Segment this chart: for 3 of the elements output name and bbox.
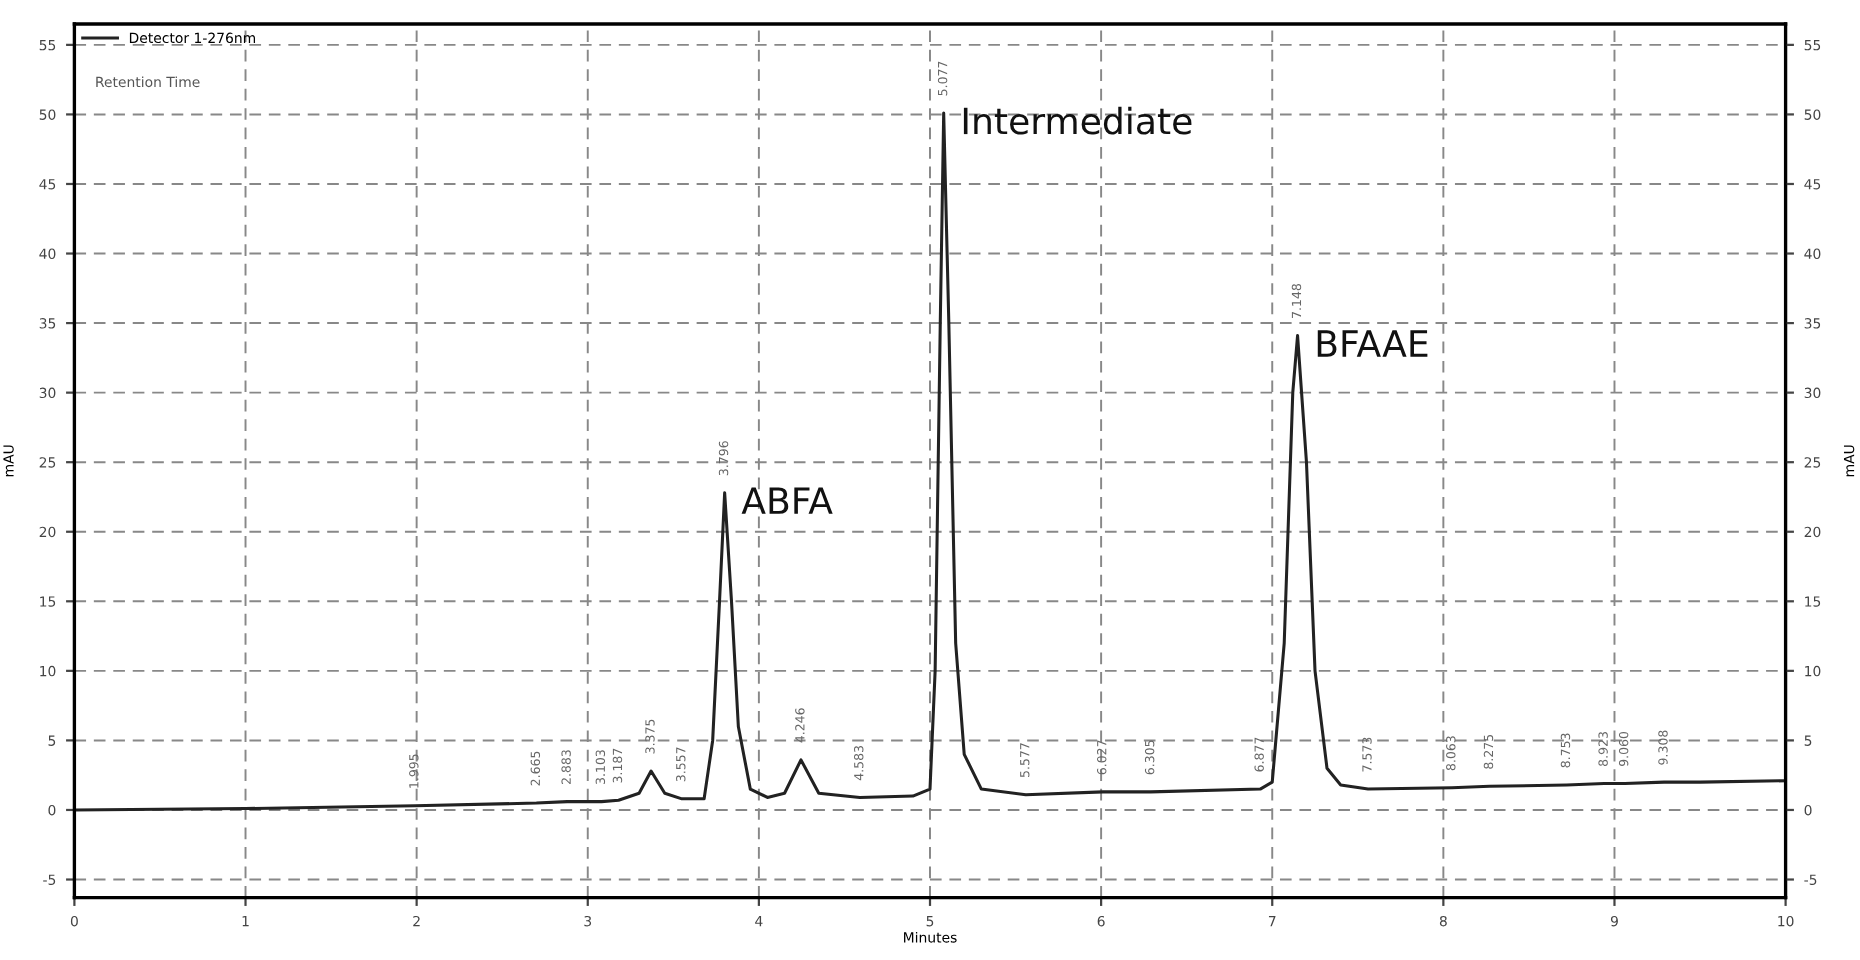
annotation: ABFA: [741, 487, 833, 514]
annotation: BFAAE: [1317, 330, 1428, 357]
annotation: Intermediate: [963, 106, 1192, 135]
